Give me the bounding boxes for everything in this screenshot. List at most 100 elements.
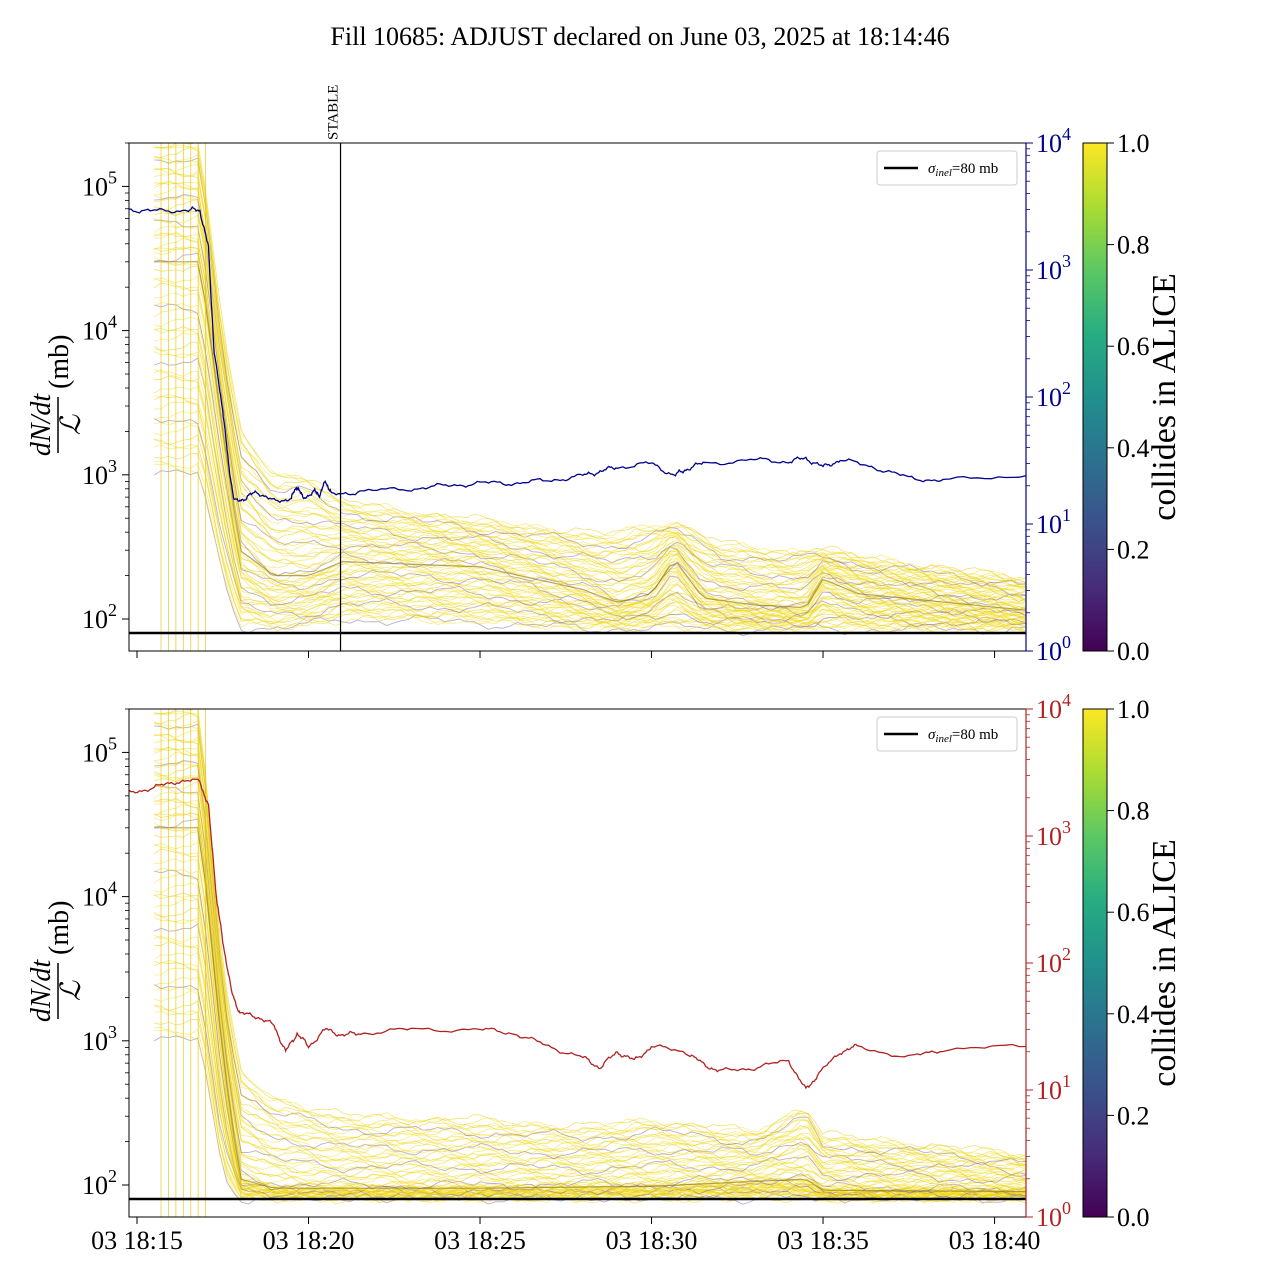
right-y-tick-label: 101 [1036, 1071, 1071, 1105]
bunch-line [154, 195, 1026, 596]
bunch-line [154, 368, 1026, 625]
bunch-line [154, 453, 1026, 633]
legend-label: σinel=80 mb [928, 727, 998, 745]
stable-marker-label: STABLE [326, 85, 342, 140]
x-tick-label: 03 18:40 [949, 1226, 1041, 1255]
colorbar-tick-label: 0.8 [1117, 231, 1150, 260]
right-y-tick-label: 103 [1036, 251, 1071, 285]
bunch-line [154, 219, 1026, 601]
bunch-line [154, 351, 1026, 624]
median-bunch-line [154, 827, 1026, 1193]
bunch-line [154, 720, 1026, 1165]
bunch-line [154, 145, 1026, 580]
colorbar-tick-label: 0.2 [1117, 535, 1150, 564]
colorbar-tick-label: 0.0 [1117, 1203, 1150, 1232]
bunch-line [154, 812, 1026, 1192]
right-y-tick-label: 100 [1036, 632, 1071, 666]
bunch-line [154, 277, 1026, 614]
bunch-line [154, 410, 1026, 629]
bunch-line [154, 710, 1026, 1159]
bunch-line [154, 976, 1026, 1203]
bunch-line [154, 774, 1026, 1181]
colorbar-gradient [1082, 142, 1108, 652]
top-plot-area [129, 143, 1026, 651]
x-tick-label: 03 18:20 [263, 1226, 355, 1255]
bunch-line [153, 418, 1026, 628]
top-y-axis-label: dN/dt ℒ (mb) [26, 335, 87, 457]
bunch-line [154, 237, 1026, 611]
y-tick-label: 104 [82, 878, 117, 912]
bunch-line [154, 721, 1026, 1161]
bunch-line [153, 386, 1026, 627]
y-label-group: dN/dt ℒ (mb) [26, 335, 87, 457]
x-tick-label: 03 18:35 [777, 1226, 869, 1255]
colorbar-gradient [1082, 708, 1108, 1218]
y-label-denominator: ℒ [56, 980, 87, 1001]
y-tick-label: 102 [82, 1166, 117, 1200]
bunch-line [154, 723, 1026, 1166]
right-y-tick-label: 103 [1036, 817, 1071, 851]
bunch-line [154, 246, 1026, 610]
bunch-line [154, 185, 1026, 596]
y-label-numerator: dN/dt [26, 959, 57, 1022]
y-tick-label: 105 [82, 733, 117, 767]
bunch-line [154, 748, 1026, 1168]
bunch-line [154, 182, 1026, 588]
bunch-line [154, 738, 1026, 1171]
bottom-left-y-ticks: 102 103 104 105 [82, 708, 129, 1200]
y-tick-label: 102 [82, 600, 117, 634]
bunch-line [154, 869, 1026, 1200]
top-x-ticks [136, 651, 996, 658]
x-tick-label: 03 18:30 [606, 1226, 698, 1255]
bunch-line [154, 181, 1026, 590]
bunch-line [154, 986, 1026, 1203]
colorbar-tick-label: 0.6 [1117, 332, 1150, 361]
bunch-line [154, 143, 1026, 584]
y-label-numerator: dN/dt [26, 393, 57, 456]
bunch-line [154, 259, 1026, 611]
bunch-line [154, 164, 1026, 591]
bunch-line [153, 282, 1026, 616]
bunch-line [154, 375, 1026, 626]
colorbar-tick-label: 0.0 [1117, 637, 1150, 666]
colorbar-label: collides in ALICE [1146, 839, 1183, 1086]
bunch-line [154, 746, 1026, 1170]
x-tick-label: 03 18:15 [91, 1226, 183, 1255]
bunch-line [154, 712, 1026, 1165]
bunch-line [154, 812, 1026, 1194]
chart-title: Fill 10685: ADJUST declared on June 03, … [330, 22, 949, 51]
bunch-line [154, 198, 1026, 602]
bunch-line [154, 709, 1026, 1160]
bunch-line [153, 791, 1026, 1188]
bunch-line [154, 167, 1026, 589]
bunch-line [154, 154, 1026, 588]
top-colorbar: 0.0 0.2 0.4 0.6 0.8 1.0 collides in ALICE [1082, 129, 1183, 666]
y-label-unit: (mb) [44, 335, 75, 389]
bottom-legend: σinel=80 mb [876, 716, 1018, 752]
bunch-line [154, 751, 1026, 1176]
bunch-line [154, 172, 1026, 592]
bunch-line [154, 777, 1026, 1183]
bunch-line [154, 798, 1026, 1186]
bunch-line [154, 831, 1026, 1198]
bunch-line [154, 246, 1026, 608]
y-tick-label: 103 [82, 456, 117, 490]
y-tick-label: 105 [82, 167, 117, 201]
bunch-line [154, 157, 1026, 587]
bunch-line [154, 348, 1026, 622]
bunch-line [154, 302, 1026, 617]
bunch-line [154, 146, 1026, 587]
right-axis-series-line [129, 205, 1026, 504]
bunch-line [154, 438, 1026, 632]
right-y-tick-label: 100 [1036, 1198, 1071, 1232]
bunch-line [154, 868, 1026, 1198]
bunch-line [154, 803, 1026, 1193]
bottom-plot-area [129, 709, 1026, 1217]
bunch-line [154, 730, 1026, 1168]
legend-label: σinel=80 mb [928, 161, 998, 179]
bunch-line [154, 144, 1026, 581]
right-y-tick-label: 102 [1036, 378, 1071, 412]
bunch-line [154, 275, 1026, 618]
